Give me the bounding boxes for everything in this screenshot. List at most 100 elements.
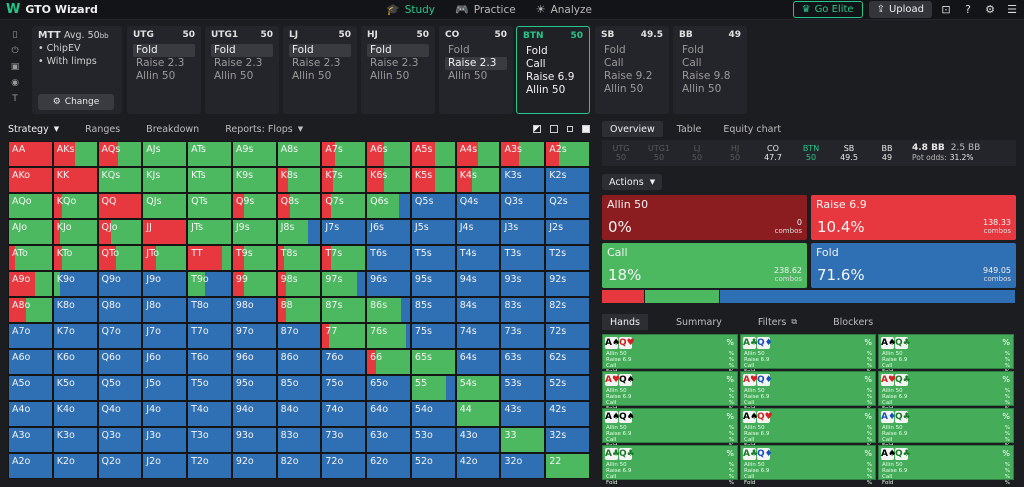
hand-cell[interactable]: 87s — [321, 297, 367, 323]
position-card-hj[interactable]: HJ 50 Fold Raise 2.3 Allin 50 — [361, 26, 435, 114]
hand-cell[interactable]: 72o — [321, 453, 367, 479]
position-card-bb[interactable]: BB 49 Fold Call Raise 9.8 Allin 50 — [673, 26, 747, 114]
hand-cell[interactable]: 96o — [231, 349, 277, 375]
tab-strategy[interactable]: Strategy ▼ — [8, 124, 59, 135]
position-card-utg1[interactable]: UTG1 50 Fold Raise 2.3 Allin 50 — [205, 26, 279, 114]
power-icon[interactable]: ⏻ — [11, 46, 19, 56]
view-split-icon[interactable] — [533, 125, 541, 133]
position-action-item[interactable]: Call — [604, 57, 624, 69]
hand-cell[interactable]: K2o — [52, 453, 98, 479]
position-card-sb[interactable]: SB 49.5 Fold Call Raise 9.2 Allin 50 — [595, 26, 669, 114]
hand-cell[interactable]: A5o — [8, 375, 53, 401]
hand-cell[interactable]: 85o — [276, 375, 322, 401]
hand-cell[interactable]: ATo — [8, 245, 53, 271]
app-logo[interactable]: W GTO Wizard — [6, 2, 376, 17]
hand-cell[interactable]: T3o — [187, 427, 232, 453]
hand-cell[interactable]: J7s — [321, 219, 367, 245]
hand-cell[interactable]: Q3o — [97, 427, 143, 453]
hand-combo-card[interactable]: A♣ Q♣% Allin 50 Raise 6.9 Call Fold%%%% — [602, 445, 738, 486]
hand-cell[interactable]: A7o — [8, 323, 53, 349]
hand-cell[interactable]: 55 — [410, 375, 456, 401]
hand-cell[interactable]: K7s — [321, 167, 367, 193]
hand-cell[interactable]: 32s — [545, 427, 590, 453]
hand-cell[interactable]: 74o — [321, 401, 367, 427]
hand-cell[interactable]: A7s — [321, 141, 367, 167]
nav-tab-analyze[interactable]: ☀ Analyze — [526, 0, 602, 20]
hand-cell[interactable]: 95o — [231, 375, 277, 401]
hand-cell[interactable]: QJs — [142, 193, 188, 219]
hand-cell[interactable]: Q5s — [410, 193, 456, 219]
hand-cell[interactable]: T2o — [187, 453, 232, 479]
hand-cell[interactable]: Q7o — [97, 323, 143, 349]
action-box-fold[interactable]: Fold 71.6% 949.05 combos — [811, 243, 1016, 288]
hand-cell[interactable]: A4o — [8, 401, 53, 427]
hand-cell[interactable]: J7o — [142, 323, 188, 349]
hand-cell[interactable]: Q6s — [366, 193, 411, 219]
tab-overview[interactable]: Overview — [602, 121, 663, 137]
hand-cell[interactable]: TT — [187, 245, 232, 271]
hand-cell[interactable]: 62o — [366, 453, 411, 479]
hand-cell[interactable]: 82s — [545, 297, 590, 323]
position-action-item[interactable]: Fold — [367, 44, 429, 57]
hand-cell[interactable]: A9o — [8, 271, 53, 297]
hand-cell[interactable]: T4o — [187, 401, 232, 427]
hand-cell[interactable]: J8s — [276, 219, 322, 245]
position-action-item[interactable]: Fold — [289, 44, 351, 57]
hand-cell[interactable]: T5o — [187, 375, 232, 401]
hand-cell[interactable]: J5s — [410, 219, 456, 245]
go-elite-button[interactable]: ♛ Go Elite — [792, 1, 863, 18]
hand-cell[interactable]: K9s — [231, 167, 277, 193]
tab-ranges[interactable]: Ranges — [85, 124, 120, 135]
hand-cell[interactable]: A8o — [8, 297, 53, 323]
hand-cell[interactable]: AQs — [97, 141, 143, 167]
hand-cell[interactable]: T7o — [187, 323, 232, 349]
hand-cell[interactable]: K3s — [500, 167, 546, 193]
hand-cell[interactable]: 66 — [366, 349, 411, 375]
hand-cell[interactable]: 99 — [231, 271, 277, 297]
hand-cell[interactable]: 98o — [231, 297, 277, 323]
hand-cell[interactable]: 77 — [321, 323, 367, 349]
hand-cell[interactable]: 86o — [276, 349, 322, 375]
hand-cell[interactable]: T4s — [455, 245, 501, 271]
view-small-icon[interactable] — [567, 126, 573, 132]
help-icon[interactable]: ? — [965, 3, 971, 16]
hand-cell[interactable]: A5s — [410, 141, 456, 167]
hand-cell[interactable]: T5s — [410, 245, 456, 271]
hand-cell[interactable]: K9o — [52, 271, 98, 297]
hand-cell[interactable]: 63s — [500, 349, 546, 375]
hand-cell[interactable]: AKs — [52, 141, 98, 167]
hand-cell[interactable]: 82o — [276, 453, 322, 479]
hand-cell[interactable]: 64o — [366, 401, 411, 427]
hand-cell[interactable]: T8s — [276, 245, 322, 271]
hand-cell[interactable]: 32o — [500, 453, 546, 479]
hand-cell[interactable]: K8o — [52, 297, 98, 323]
hand-cell[interactable]: Q8s — [276, 193, 322, 219]
hand-cell[interactable]: A3s — [500, 141, 546, 167]
hand-cell[interactable]: J3o — [142, 427, 188, 453]
hand-cell[interactable]: 84o — [276, 401, 322, 427]
hand-cell[interactable]: J2s — [545, 219, 590, 245]
hand-cell[interactable]: AJo — [8, 219, 53, 245]
hand-cell[interactable]: 94o — [231, 401, 277, 427]
hand-cell[interactable]: 22 — [545, 453, 590, 479]
hand-cell[interactable]: Q2s — [545, 193, 590, 219]
hand-cell[interactable]: J6s — [366, 219, 411, 245]
hand-cell[interactable]: KTo — [52, 245, 98, 271]
hand-cell[interactable]: Q3s — [500, 193, 546, 219]
actions-dropdown[interactable]: Actions ▼ — [602, 174, 662, 190]
hand-cell[interactable]: 52s — [545, 375, 590, 401]
hand-cell[interactable]: 95s — [410, 271, 456, 297]
hand-cell[interactable]: QTo — [97, 245, 143, 271]
tab-hands[interactable]: Hands — [602, 314, 648, 330]
position-action-item[interactable]: Call — [682, 57, 702, 69]
hand-cell[interactable]: 83o — [276, 427, 322, 453]
hand-cell[interactable]: K2s — [545, 167, 590, 193]
hand-cell[interactable]: 83s — [500, 297, 546, 323]
hand-cell[interactable]: K7o — [52, 323, 98, 349]
position-card-btn[interactable]: BTN 50 Fold Call Raise 6.9 Allin 50 — [516, 26, 590, 114]
hand-cell[interactable]: AKo — [8, 167, 53, 193]
